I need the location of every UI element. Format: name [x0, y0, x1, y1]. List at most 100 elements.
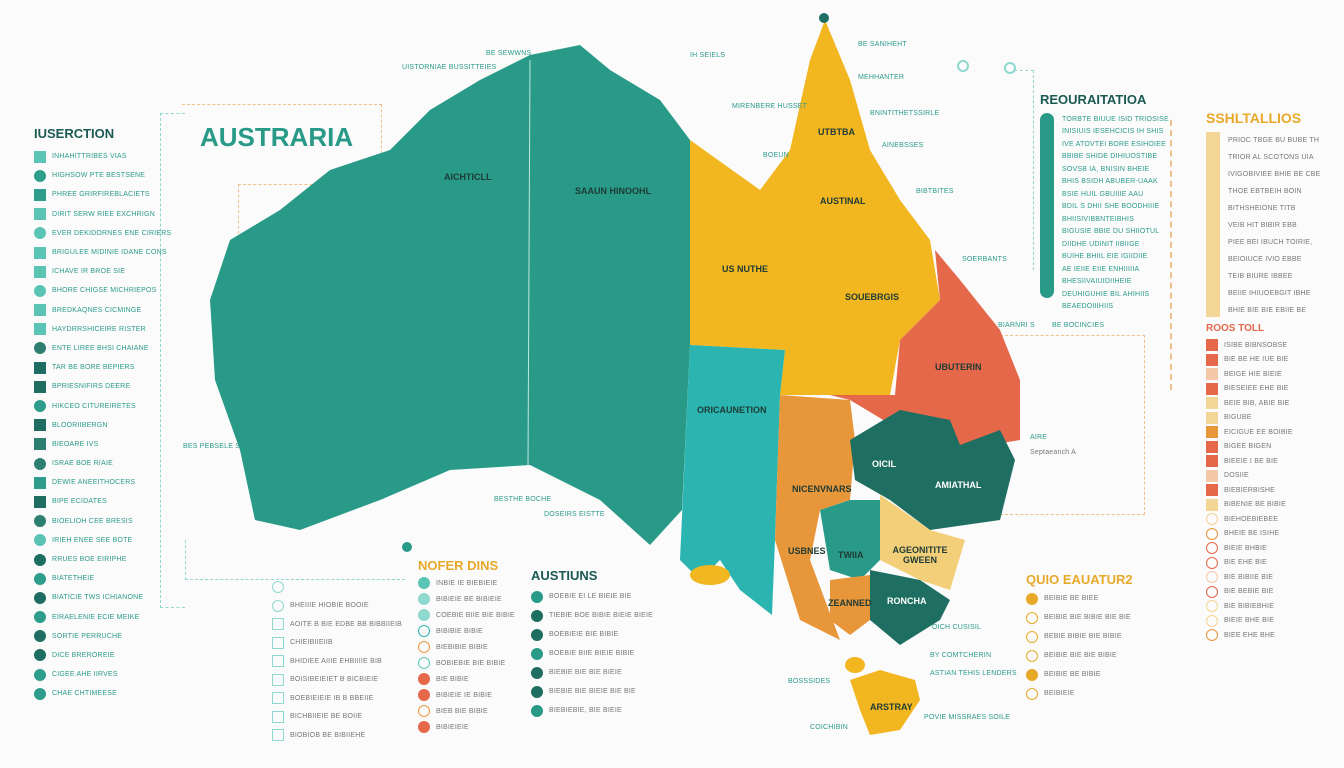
region-western-northern[interactable]: [210, 45, 690, 545]
legend-item: BIE BEBIE BIE: [1206, 585, 1321, 600]
legend-item: BIEBIERBISHE: [1206, 483, 1321, 498]
region-orange[interactable]: [775, 395, 855, 640]
region-orange-south[interactable]: [830, 575, 870, 635]
legend-item: BHIE BIE BIE EBIIE BE: [1228, 302, 1321, 319]
square-icon: [1206, 397, 1218, 410]
circle-icon: [1206, 585, 1218, 598]
legend-item: DEWIE ANEEITHOCERS: [34, 473, 171, 492]
legend-item: BIESEIEE EHE BIE: [1206, 382, 1321, 397]
legend-item-label: BIATETHEIE: [52, 575, 95, 583]
legend-item: BIEBIE BIE BIE BIEIE: [531, 663, 653, 682]
legend-item-label: BIE BE HE IUE BIE: [1224, 356, 1289, 364]
region-light-yellow[interactable]: [880, 495, 965, 590]
legend-item-label: PHREE GRIRFIREBLACIETS: [52, 191, 150, 199]
circle-icon: [34, 553, 46, 566]
legend-item: IRIEH ENEE SEE BOTE: [34, 531, 171, 550]
legend-item: BOEBIE EI LE BIEIE BIE: [531, 587, 653, 606]
region-red[interactable]: [830, 250, 1020, 450]
legend-item-label: BOEBIEIEIE IB B BBEIIE: [290, 694, 374, 702]
legend-item-label: BSIE HUIL GBUIIIE AAU: [1062, 190, 1144, 198]
map-callout: BE SANIHEHT: [858, 41, 907, 48]
legend-item: TAR BE BORE BEPIERS: [34, 358, 171, 377]
square-icon: [1206, 339, 1218, 352]
legend-item: BIEEIE I BE BIE: [1206, 454, 1321, 469]
circle-icon: [418, 721, 430, 733]
square-icon: [34, 150, 46, 163]
circle-icon: [1206, 614, 1218, 627]
map-callout: OICH CUSISIL: [932, 624, 982, 631]
registration-heading: REOURAITATIOA: [1040, 92, 1147, 107]
region-south[interactable]: [680, 345, 785, 615]
circle-icon: [1026, 687, 1038, 700]
square-icon: [34, 188, 46, 201]
legend-item-label: HIGHSOW PTE BESTSENE: [52, 172, 146, 180]
circle-icon: [531, 666, 543, 679]
region-teal-mid[interactable]: [820, 500, 880, 580]
legend-item: BOEBIE BIIE BIEIE BIBIE: [531, 644, 653, 663]
marker-pin: [1004, 62, 1016, 74]
legend-item-label: BHEIE BE ISIHE: [1224, 530, 1280, 538]
legend-item: BEIE BIB, ABIE BIE: [1206, 396, 1321, 411]
legend-item-label: BOEBIE EI LE BIEIE BIE: [549, 593, 632, 600]
map-callout: BE BOCINCIES: [1052, 322, 1105, 329]
legend-item-label: BIOELIOH CEE BRESIS: [52, 517, 133, 525]
legend-item-label: EICIGUE EE BOIBIE: [1224, 428, 1293, 436]
circle-icon: [34, 342, 46, 355]
circle-icon: [531, 590, 543, 603]
legend-item-label: CHIEIBIIEIIB: [290, 639, 333, 647]
legend-item: BLOORIIBERGN: [34, 416, 171, 435]
legend-item-label: CIGEE AHE IIRVES: [52, 671, 118, 679]
legend-item-label: BIOBIOB BE BIBIIEHE: [290, 731, 366, 739]
square-icon: [34, 265, 46, 278]
square-icon: [34, 208, 46, 221]
legend-item-label: PRIOC TBGE BU BUBE TH: [1228, 137, 1320, 144]
square-icon: [1206, 455, 1218, 468]
legend-item: BIEOARE IVS: [34, 435, 171, 454]
region-label: OICIL: [872, 459, 896, 469]
stations-bar: [1206, 132, 1220, 317]
legend-item-label: BIE BIBIIE BIE: [1224, 573, 1274, 581]
legend-item-label: ENTE LIREE BHSI CHAIANE: [52, 344, 149, 352]
map-callout: POVIE MISSRAES SOILE: [924, 714, 1011, 721]
legend-item-label: BICHBIIEIE BE BOIIE: [290, 713, 363, 721]
legend-item: BBIBE SHIDE DIHIUOSTIBE: [1062, 151, 1169, 164]
legend-item-label: BEIE BIB, ABIE BIE: [1224, 399, 1290, 407]
legend-item: BOISIBEIEIET B BICBIEIE: [272, 671, 402, 690]
legend-item: INHAHITTRIBES VIAS: [34, 147, 171, 166]
legend-item: BPRIESNIFIRS DEERE: [34, 377, 171, 396]
legend-item-label: SORTIE PERRUCHE: [52, 632, 123, 640]
stations-sub-heading: ROOS TOLL: [1206, 323, 1265, 334]
circle-icon: [418, 593, 430, 605]
legend-item-label: BHIISIVIBBNTEIBHIS: [1062, 215, 1135, 223]
square-icon: [1206, 469, 1218, 482]
legend-item-label: DEWIE ANEEITHOCERS: [52, 479, 136, 487]
left-legend: IUSERCTION INHAHITTRIBES VIAS HIGHSOW PTE…: [34, 126, 171, 703]
circle-icon: [34, 649, 46, 662]
legend-item: ENTE LIREE BHSI CHAIANE: [34, 339, 171, 358]
region-south-east[interactable]: [870, 570, 950, 645]
region-dark-teal[interactable]: [850, 410, 1015, 530]
region-queensland[interactable]: [690, 20, 940, 395]
circle-icon: [418, 609, 430, 621]
circle-icon: [1206, 571, 1218, 584]
legend-item-label: VEIB HIT BIBIR EBB: [1228, 222, 1297, 229]
legend-item: BHIS BSIDH ABUBER-UAAK: [1062, 176, 1169, 189]
square-icon: [34, 419, 46, 432]
registration-bar: [1040, 113, 1054, 298]
notes-heading: NOFER DINS: [418, 558, 499, 573]
square-icon: [272, 692, 284, 705]
legend-item: BEIBIE BIE BIBIE BIE BIE: [1026, 608, 1133, 627]
map-callout: BY COMTCHERIN: [930, 652, 992, 659]
region-tasmania[interactable]: [850, 670, 920, 735]
circle-icon: [34, 400, 46, 413]
legend-item-label: BOBIEBIE BIE BIBIE: [436, 659, 506, 667]
circle-icon: [1026, 592, 1038, 605]
legend-item-label: BIEB BIE BIBIE: [436, 707, 488, 715]
legend-item-label: BHORE CHIGSE MICHRIEPOS: [52, 287, 157, 295]
legend-item: COEBIE BIIE BIE BIBIE: [418, 607, 515, 623]
legend-item-label: BLOORIIBERGN: [52, 421, 108, 429]
circle-icon: [34, 572, 46, 585]
legend-item-label: THOE EBTBEIH BOIN: [1228, 188, 1302, 195]
legend-item: SOVSB IA, BNISIN BHEIE: [1062, 163, 1169, 176]
